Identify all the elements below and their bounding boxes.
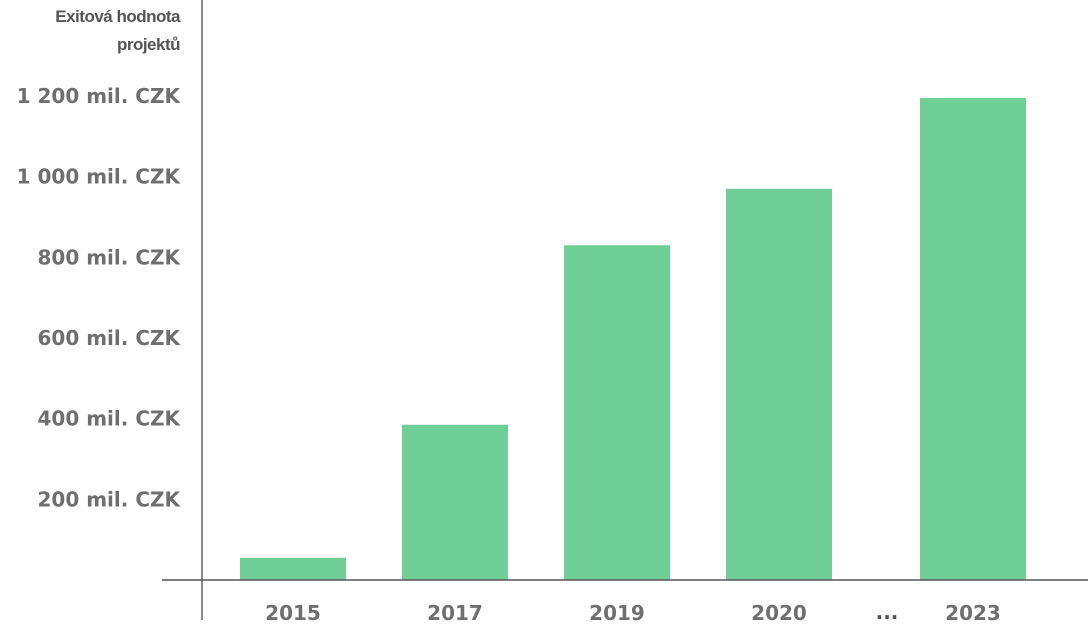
y-tick-label-1000: 1 000 mil. CZK bbox=[17, 165, 182, 189]
bar-2023 bbox=[920, 98, 1026, 581]
x-tick-label-2015: 2015 bbox=[265, 601, 321, 625]
x-tick-label-2020: 2020 bbox=[751, 601, 807, 625]
y-tick-label-600: 600 mil. CZK bbox=[38, 326, 182, 350]
bar-2020 bbox=[726, 188, 832, 580]
bar-2019 bbox=[564, 245, 670, 580]
bars bbox=[240, 98, 1026, 581]
x-tick-label-2019: 2019 bbox=[589, 601, 645, 625]
y-axis-title: Exitová hodnota projektů bbox=[55, 7, 181, 54]
y-tick-label-800: 800 mil. CZK bbox=[38, 245, 182, 269]
y-axis-title-line-2: projektů bbox=[117, 35, 180, 54]
bar-2017 bbox=[402, 424, 508, 580]
bar-2015 bbox=[240, 557, 346, 580]
x-tick-label-2017: 2017 bbox=[427, 601, 483, 625]
x-axis-tick-labels: 2015 2017 2019 2020 2023 bbox=[265, 601, 1001, 625]
y-axis-tick-labels: 200 mil. CZK 400 mil. CZK 600 mil. CZK 800 … bbox=[17, 84, 182, 511]
x-axis-gap-marker: ... bbox=[876, 600, 899, 624]
y-tick-label-200: 200 mil. CZK bbox=[38, 487, 182, 511]
y-tick-label-400: 400 mil. CZK bbox=[38, 407, 182, 431]
y-tick-label-1200: 1 200 mil. CZK bbox=[17, 84, 182, 108]
x-tick-label-2023: 2023 bbox=[945, 601, 1001, 625]
y-axis-title-line-1: Exitová hodnota bbox=[55, 7, 181, 26]
